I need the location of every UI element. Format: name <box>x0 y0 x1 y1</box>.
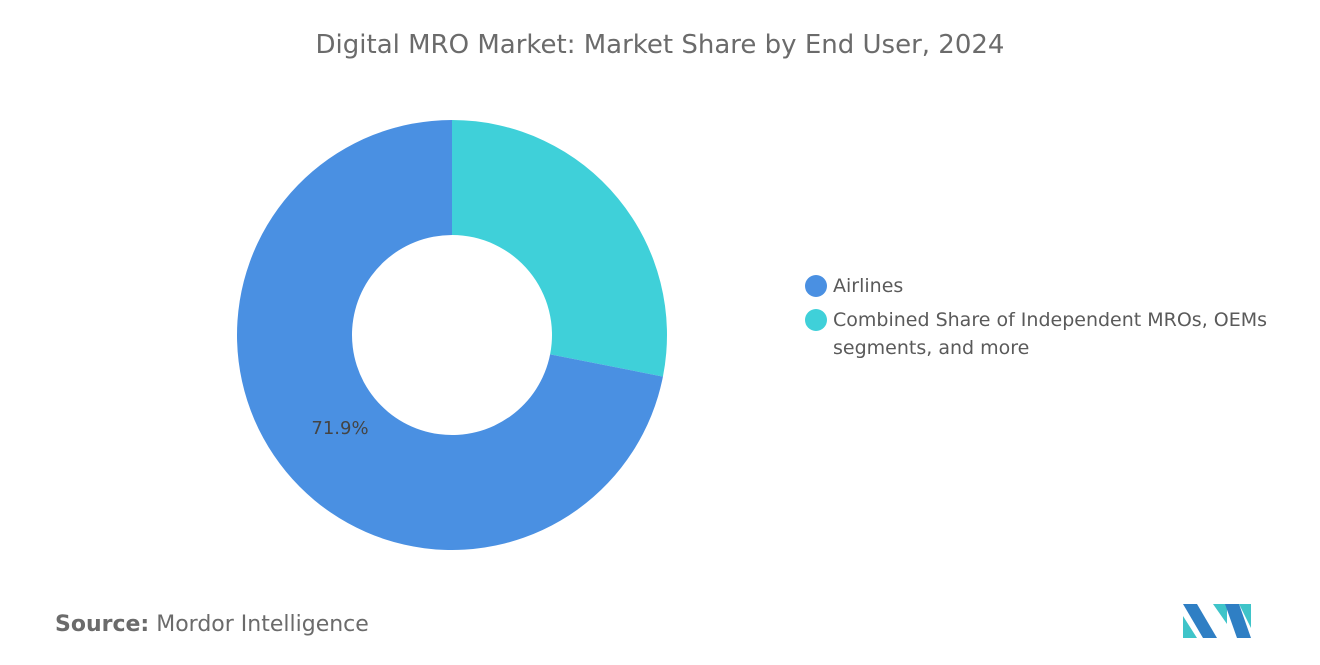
legend-item-combined[interactable]: Combined Share of Independent MROs, OEMs… <box>805 306 1315 362</box>
slice-combined <box>452 120 667 377</box>
chart-title: Digital MRO Market: Market Share by End … <box>315 30 1005 60</box>
legend-swatch-icon <box>805 309 827 331</box>
source-note: Source: Mordor Intelligence <box>55 612 369 637</box>
source-value: Mordor Intelligence <box>156 612 369 637</box>
legend-label: Combined Share of Independent MROs, OEMs… <box>833 309 1268 359</box>
legend-label: Airlines <box>833 275 904 297</box>
legend-swatch-icon <box>805 275 827 297</box>
source-label: Source: <box>55 612 150 637</box>
legend: Airlines Combined Share of Independent M… <box>805 272 1315 368</box>
slice-label: 71.9% <box>311 418 368 439</box>
slice-airlines <box>236 120 663 550</box>
mordor-logo-icon <box>1183 604 1251 638</box>
legend-item-airlines[interactable]: Airlines <box>805 272 1315 300</box>
